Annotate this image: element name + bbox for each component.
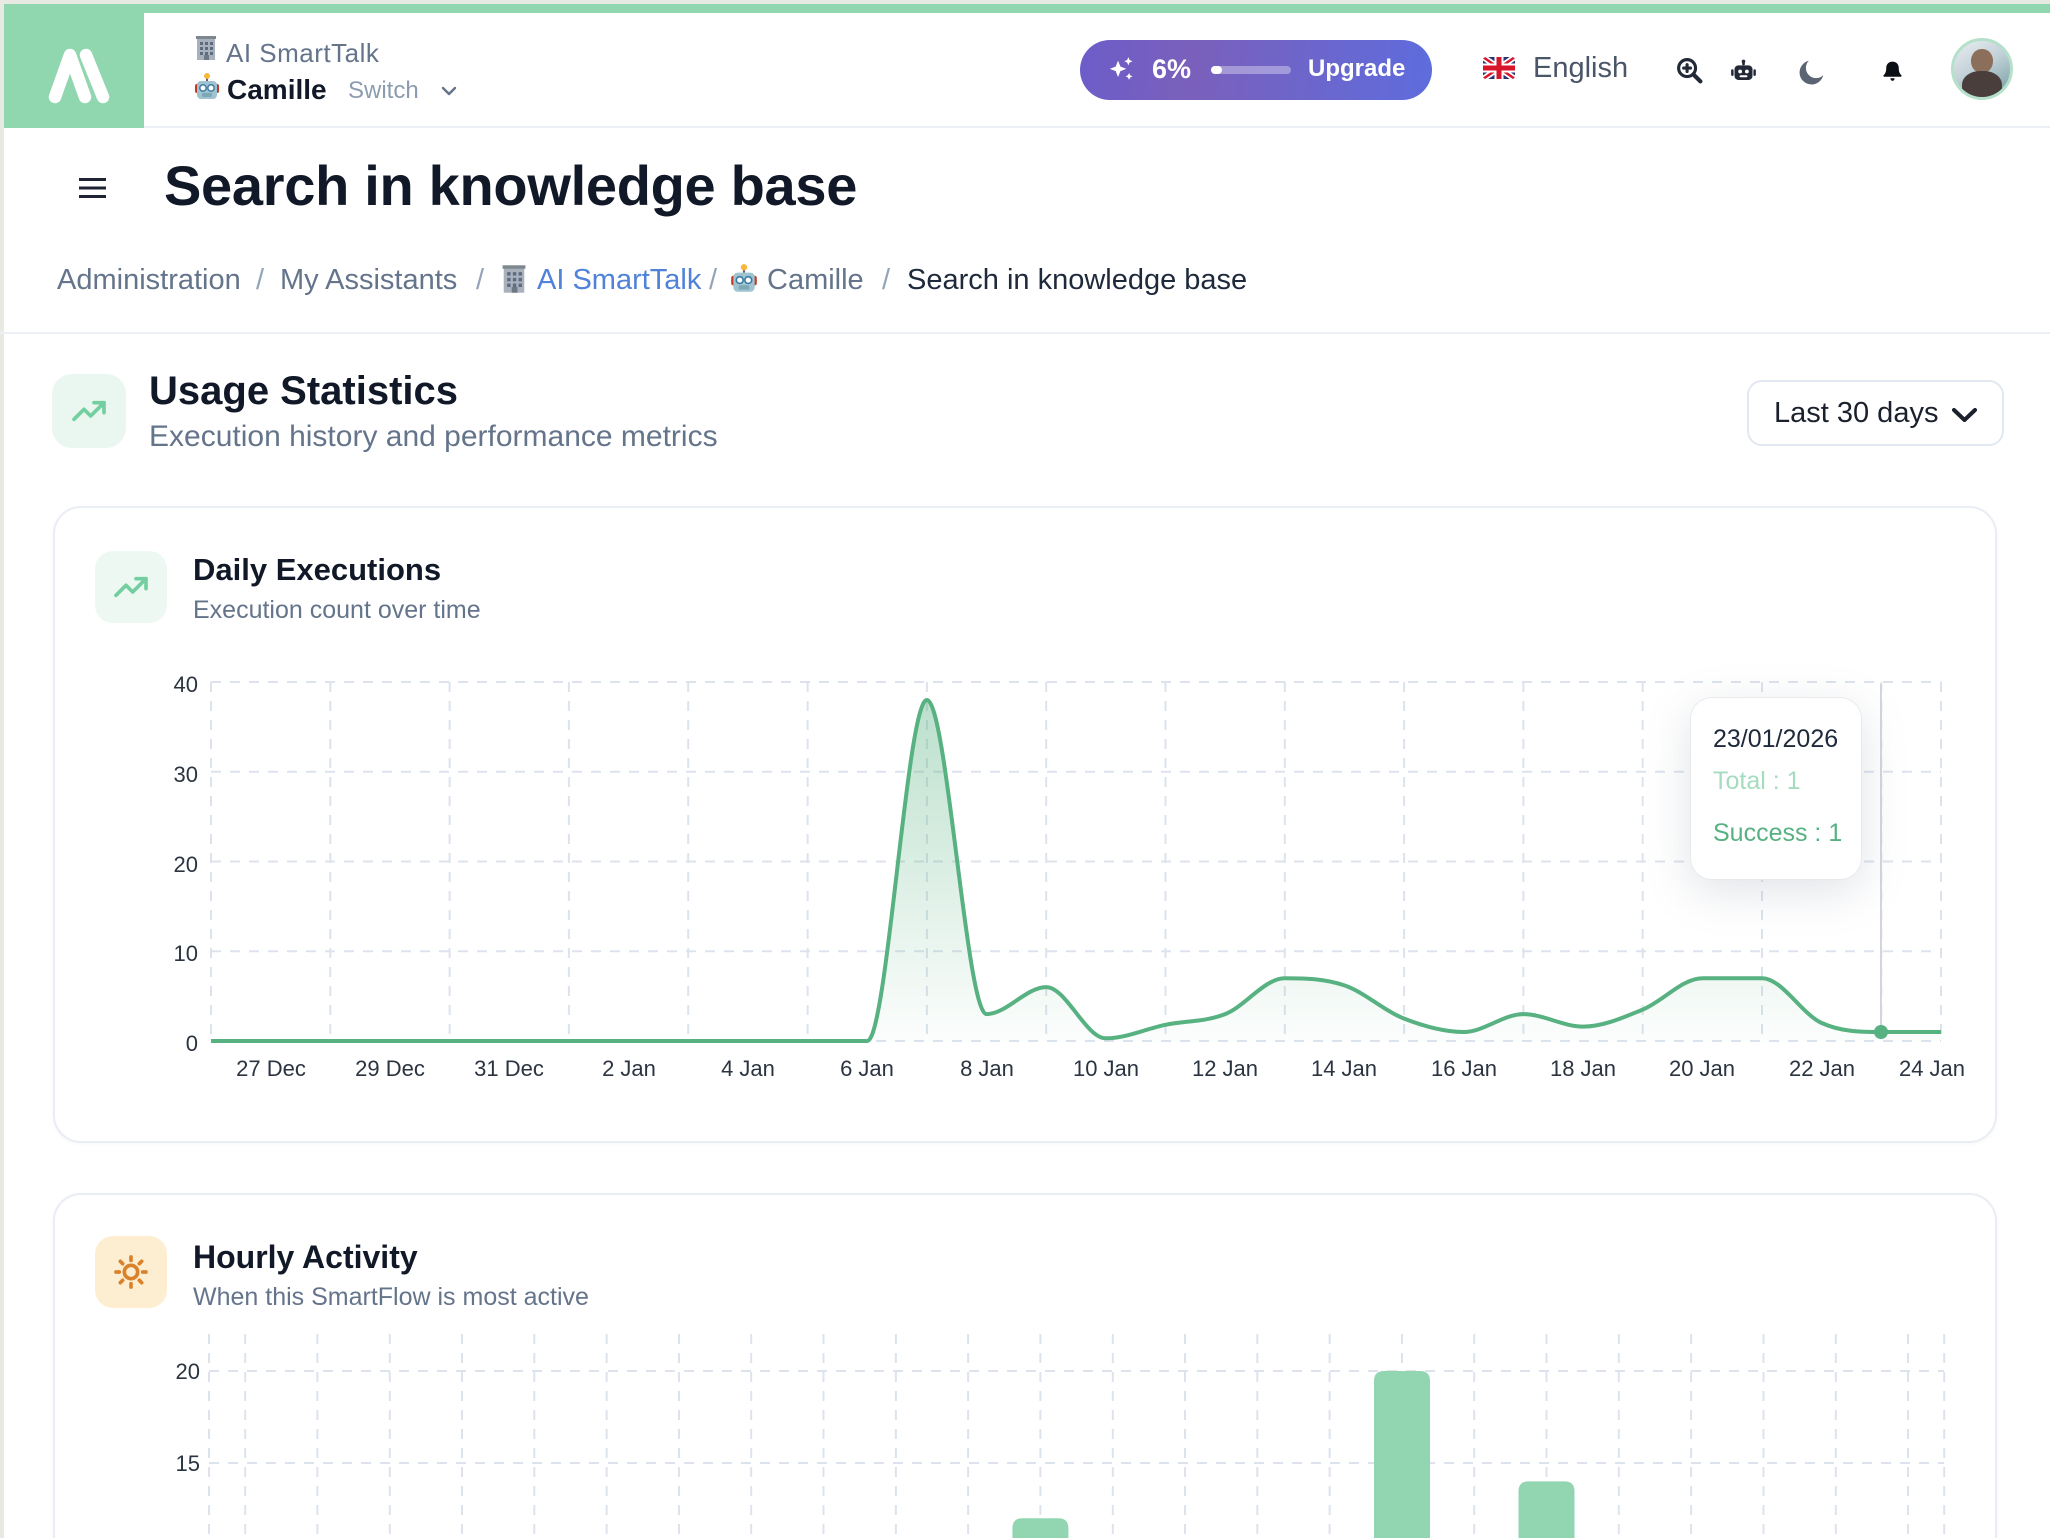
svg-text:27 Dec: 27 Dec	[236, 1056, 306, 1081]
svg-text:10 Jan: 10 Jan	[1073, 1056, 1139, 1081]
svg-text:30: 30	[174, 762, 198, 787]
svg-text:2 Jan: 2 Jan	[602, 1056, 656, 1081]
svg-text:0: 0	[186, 1031, 198, 1056]
svg-text:14 Jan: 14 Jan	[1311, 1056, 1377, 1081]
svg-text:18 Jan: 18 Jan	[1550, 1056, 1616, 1081]
svg-text:8 Jan: 8 Jan	[960, 1056, 1014, 1081]
svg-text:31 Dec: 31 Dec	[474, 1056, 544, 1081]
svg-text:6 Jan: 6 Jan	[840, 1056, 894, 1081]
svg-text:29 Dec: 29 Dec	[355, 1056, 425, 1081]
svg-text:4 Jan: 4 Jan	[721, 1056, 775, 1081]
svg-text:20: 20	[174, 852, 198, 877]
svg-text:40: 40	[174, 672, 198, 697]
svg-text:16 Jan: 16 Jan	[1431, 1056, 1497, 1081]
svg-text:20 Jan: 20 Jan	[1669, 1056, 1735, 1081]
svg-text:12 Jan: 12 Jan	[1192, 1056, 1258, 1081]
svg-text:22 Jan: 22 Jan	[1789, 1056, 1855, 1081]
svg-text:24 Jan: 24 Jan	[1899, 1056, 1965, 1081]
svg-text:20: 20	[176, 1359, 200, 1384]
svg-text:10: 10	[174, 941, 198, 966]
svg-text:15: 15	[176, 1451, 200, 1476]
